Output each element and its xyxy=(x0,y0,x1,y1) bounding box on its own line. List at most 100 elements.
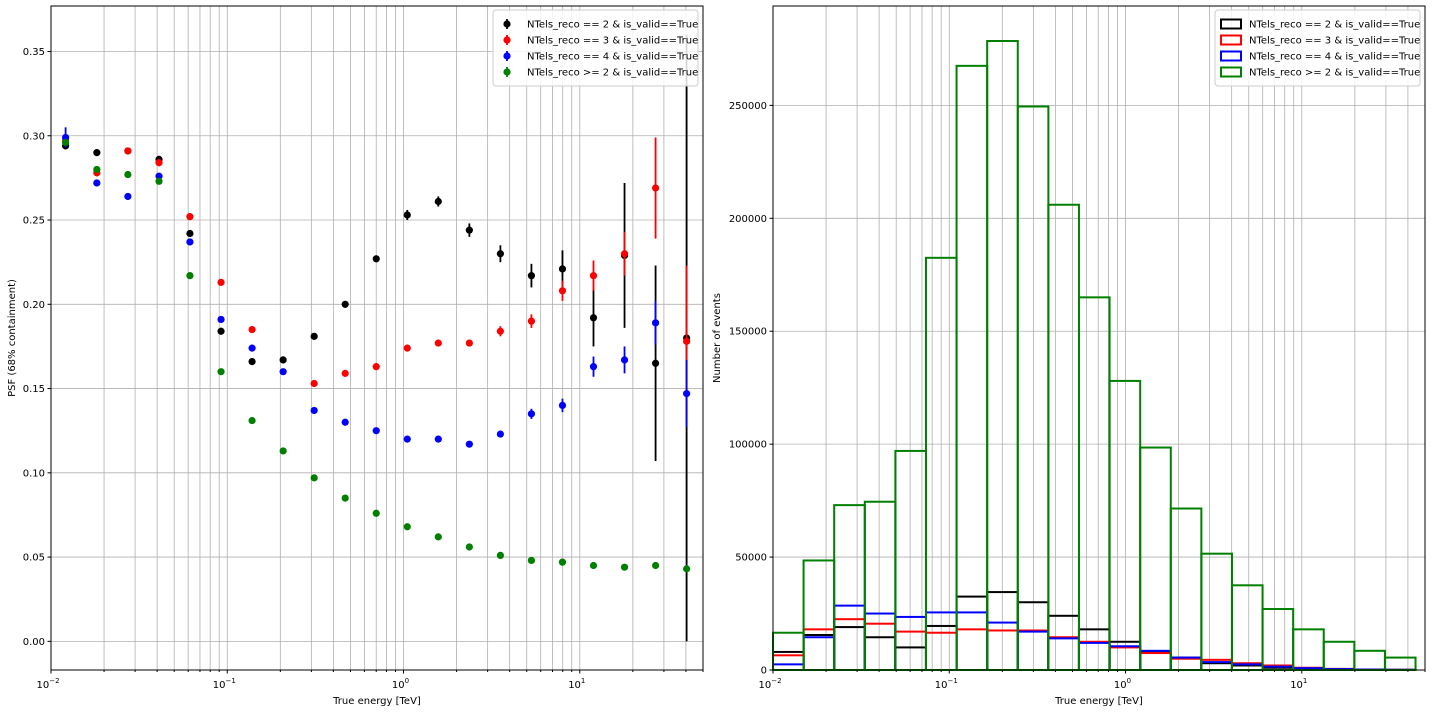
histogram-y-tick-label: 50000 xyxy=(735,553,767,564)
psf-data-point xyxy=(651,561,660,570)
histogram-x-tick-exponent: 1 xyxy=(1303,677,1307,685)
psf-y-tick-label: 0.05 xyxy=(23,553,45,564)
psf-data-point xyxy=(683,337,691,345)
psf-data-point xyxy=(155,177,163,185)
legend-marker-dot xyxy=(503,68,511,76)
psf-data-point xyxy=(620,563,629,571)
psf-y-tick-label: 0.25 xyxy=(23,216,45,227)
psf-data-point xyxy=(589,561,598,570)
legend-swatch xyxy=(1220,18,1242,30)
psf-axis-ticks: 10−2 10−1 100 1010.000.050.100.150.200.250.… xyxy=(23,47,704,691)
psf-y-tick-label: 0.10 xyxy=(23,468,45,479)
psf-data-point xyxy=(248,344,256,352)
histogram-y-tick-label: 100000 xyxy=(729,440,767,451)
psf-data-point xyxy=(527,272,536,280)
psf-data-point xyxy=(186,272,194,280)
histogram-legend: NTels_reco == 2 & is_valid==True NTels_re… xyxy=(1214,9,1421,87)
psf-data-point xyxy=(589,363,598,371)
legend-label: NTels_reco == 2 & is_valid==True xyxy=(1249,20,1420,31)
psf-data-point xyxy=(465,543,473,551)
psf-data-point xyxy=(341,300,349,308)
psf-data-point xyxy=(403,211,411,219)
psf-data-points xyxy=(61,34,691,642)
psf-data-point xyxy=(683,390,691,398)
psf-data-point xyxy=(620,250,629,258)
psf-x-tick-exponent: 0 xyxy=(405,677,409,685)
psf-data-point xyxy=(217,368,225,376)
histogram-legend-box xyxy=(1214,9,1421,87)
psf-series-3 xyxy=(61,138,691,573)
legend-label: NTels_reco == 3 & is_valid==True xyxy=(527,36,698,47)
legend-label: NTels_reco == 4 & is_valid==True xyxy=(527,52,698,63)
psf-data-point xyxy=(93,149,101,157)
psf-y-axis-label: PSF (68% containment) xyxy=(7,279,18,397)
psf-data-point xyxy=(403,435,411,443)
histogram-x-tick-exponent: −1 xyxy=(947,677,957,685)
psf-data-point xyxy=(651,319,660,327)
psf-y-tick-label: 0.30 xyxy=(23,131,45,142)
psf-data-point xyxy=(651,359,660,367)
psf-data-point xyxy=(341,494,349,502)
psf-data-point xyxy=(527,410,536,418)
psf-data-point xyxy=(186,238,194,246)
legend-label: NTels_reco == 3 & is_valid==True xyxy=(1249,36,1420,47)
psf-data-point xyxy=(61,138,70,147)
psf-x-tick-exponent: −2 xyxy=(49,677,59,685)
psf-data-point xyxy=(372,363,380,371)
psf-data-point xyxy=(496,250,504,258)
psf-data-point xyxy=(217,327,225,335)
psf-data-point xyxy=(434,533,442,541)
psf-data-point xyxy=(341,369,349,377)
legend-marker-dot xyxy=(503,20,511,28)
histogram-y-axis-label: Number of events xyxy=(712,293,723,383)
legend-label: NTels_reco >= 2 & is_valid==True xyxy=(527,68,698,79)
psf-y-tick-label: 0.00 xyxy=(23,637,45,648)
psf-data-point xyxy=(310,379,318,388)
legend-label: NTels_reco == 2 & is_valid==True xyxy=(527,20,698,31)
psf-x-axis-label: True energy [TeV] xyxy=(332,696,421,707)
psf-data-point xyxy=(465,226,473,234)
legend-marker-dot xyxy=(503,36,511,44)
legend-swatch xyxy=(1220,66,1242,78)
psf-data-point xyxy=(465,339,473,347)
psf-data-point xyxy=(310,332,318,340)
histogram-gridlines xyxy=(772,6,1426,671)
psf-data-point xyxy=(496,327,504,335)
psf-data-point xyxy=(155,159,163,167)
psf-data-point xyxy=(217,278,225,286)
psf-data-point xyxy=(434,197,442,206)
legend-swatch xyxy=(1220,50,1242,62)
histogram-y-tick-label: 0 xyxy=(761,666,767,677)
psf-data-point xyxy=(186,229,194,238)
psf-data-point xyxy=(279,447,287,455)
legend-label: NTels_reco >= 2 & is_valid==True xyxy=(1249,68,1420,79)
psf-data-point xyxy=(434,435,442,443)
histogram-x-tick-exponent: 0 xyxy=(1127,677,1131,685)
psf-series-1 xyxy=(61,137,691,418)
psf-data-point xyxy=(310,474,318,482)
psf-chart: 10−2 10−1 100 1010.000.050.100.150.200.250.… xyxy=(7,5,704,707)
psf-y-tick-label: 0.15 xyxy=(23,384,45,395)
psf-data-point xyxy=(589,272,598,280)
event-count-histogram: 10−2 10−1 100 10105000010000015000020000025… xyxy=(712,5,1426,707)
psf-data-point xyxy=(465,440,473,448)
psf-data-point xyxy=(527,317,536,325)
legend-swatch xyxy=(1220,34,1242,46)
psf-data-point xyxy=(372,255,380,263)
psf-data-point xyxy=(403,523,411,531)
psf-series-2 xyxy=(61,127,691,448)
psf-data-point xyxy=(403,344,411,352)
psf-data-point xyxy=(589,314,598,322)
psf-data-point xyxy=(651,184,660,192)
psf-data-point xyxy=(248,416,256,425)
psf-data-point xyxy=(124,170,132,179)
psf-data-point xyxy=(558,558,567,566)
psf-y-tick-label: 0.20 xyxy=(23,300,45,311)
psf-data-point xyxy=(217,315,225,324)
psf-data-point xyxy=(372,427,380,435)
histogram-y-tick-label: 150000 xyxy=(729,327,767,338)
psf-data-point xyxy=(527,556,536,565)
psf-data-point xyxy=(310,406,318,415)
psf-data-point xyxy=(496,430,504,438)
